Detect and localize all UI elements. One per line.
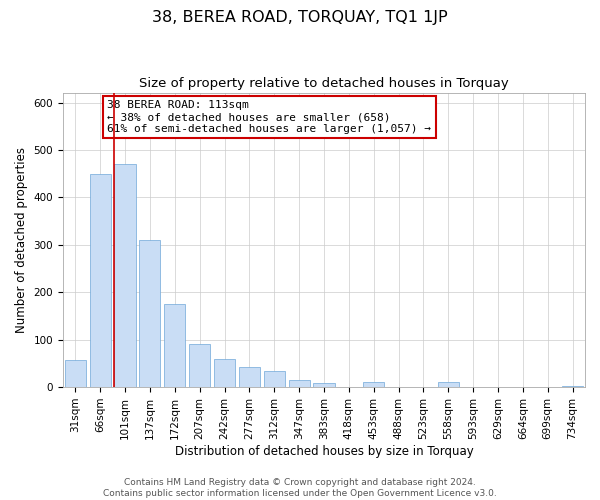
Bar: [289, 380, 310, 387]
Bar: [89, 174, 111, 387]
Bar: [164, 304, 185, 387]
Bar: [189, 344, 210, 387]
Text: Contains HM Land Registry data © Crown copyright and database right 2024.
Contai: Contains HM Land Registry data © Crown c…: [103, 478, 497, 498]
Bar: [115, 164, 136, 387]
Bar: [363, 382, 384, 387]
Bar: [437, 382, 459, 387]
Y-axis label: Number of detached properties: Number of detached properties: [15, 147, 28, 333]
Bar: [214, 358, 235, 387]
Text: 38 BEREA ROAD: 113sqm
← 38% of detached houses are smaller (658)
61% of semi-det: 38 BEREA ROAD: 113sqm ← 38% of detached …: [107, 100, 431, 134]
Bar: [65, 360, 86, 387]
Bar: [139, 240, 160, 387]
Bar: [263, 372, 285, 387]
Title: Size of property relative to detached houses in Torquay: Size of property relative to detached ho…: [139, 78, 509, 90]
Bar: [313, 384, 335, 387]
Bar: [239, 367, 260, 387]
Text: 38, BEREA ROAD, TORQUAY, TQ1 1JP: 38, BEREA ROAD, TORQUAY, TQ1 1JP: [152, 10, 448, 25]
Bar: [562, 386, 583, 387]
X-axis label: Distribution of detached houses by size in Torquay: Distribution of detached houses by size …: [175, 444, 473, 458]
